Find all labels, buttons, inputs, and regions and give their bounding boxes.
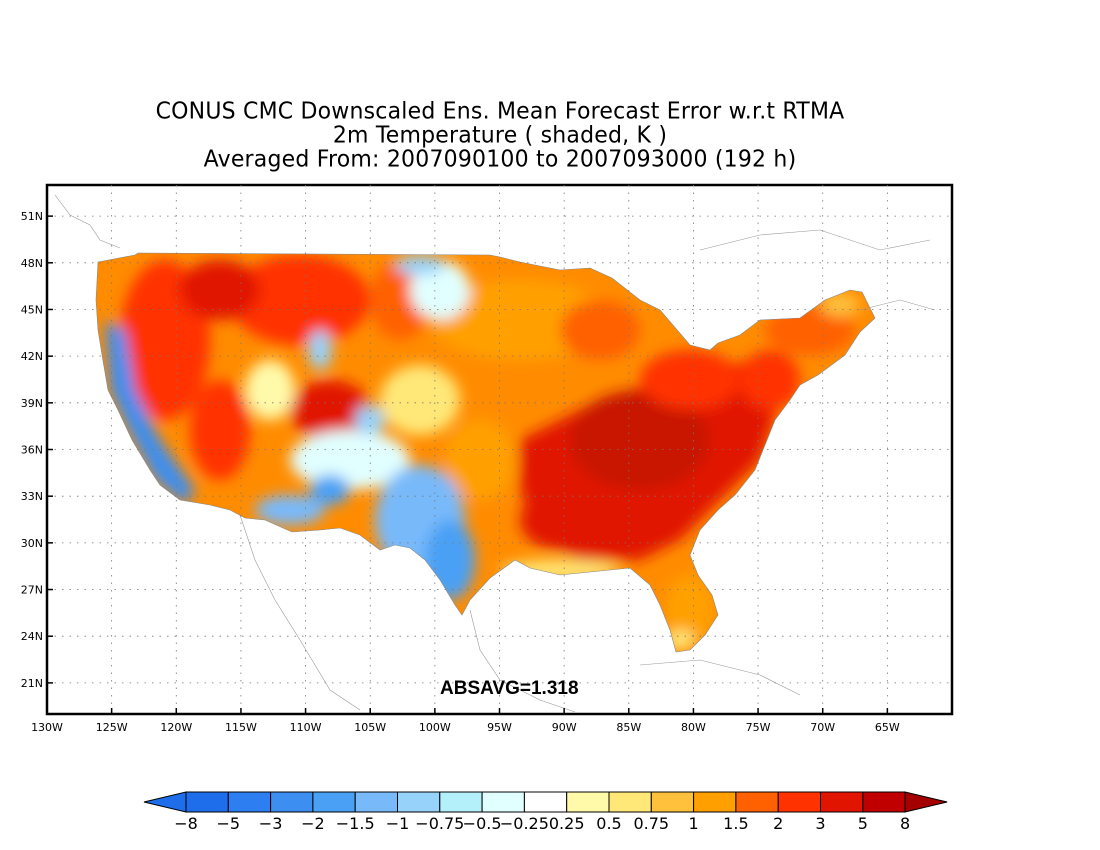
colorbar: −8 −5 −3 −2 −1.5 −1 −0.75−0.5−0.25 0.25 0.5 0.75 1… — [143, 791, 948, 833]
lat-tick-label: 27N — [21, 584, 43, 597]
lat-tick-label: 33N — [21, 490, 43, 503]
colorbar-label: 2 — [773, 814, 783, 833]
lon-tick-label: 100W — [419, 721, 451, 734]
latitude-ticks: 51N 48N 45N 42N 39N 36N 33N 30N 27N 24N 21N — [21, 210, 53, 690]
colorbar-cell — [566, 791, 610, 813]
lat-tick-label: 36N — [21, 444, 43, 457]
colorbar-cell — [820, 791, 864, 813]
lon-tick-label: 85W — [616, 721, 641, 734]
lat-tick-label: 21N — [21, 677, 43, 690]
colorbar-cell — [777, 791, 822, 813]
lon-tick-label: 130W — [31, 721, 63, 734]
colorbar-label: 1.5 — [723, 814, 748, 833]
colorbar-cell — [312, 791, 356, 813]
colorbar-label: 0.25 — [549, 814, 585, 833]
lon-tick-label: 75W — [746, 721, 771, 734]
colorbar-cell — [439, 791, 483, 813]
colorbar-max-arrow — [904, 791, 948, 813]
colorbar-label: 1 — [689, 814, 699, 833]
colorbar-cell — [693, 791, 737, 813]
colorbar-label: −8 — [174, 814, 198, 833]
title-line-3: Averaged From: 2007090100 to 2007093000 … — [203, 146, 797, 173]
colorbar-label: −2 — [301, 814, 325, 833]
title-line-2: 2m Temperature ( shaded, K ) — [332, 122, 668, 149]
colorbar-cell — [735, 791, 779, 813]
colorbar-label: −0.25 — [500, 814, 549, 833]
lon-tick-label: 115W — [225, 721, 257, 734]
lat-tick-label: 51N — [21, 210, 43, 223]
title-block: CONUS CMC Downscaled Ens. Mean Forecast … — [0, 98, 1000, 173]
colorbar-cell — [397, 791, 441, 813]
lon-tick-label: 110W — [290, 721, 322, 734]
graticule — [47, 185, 952, 714]
colorbar-min-arrow — [143, 791, 187, 813]
lon-tick-label: 70W — [810, 721, 835, 734]
lon-tick-label: 105W — [354, 721, 386, 734]
colorbar-cell — [270, 791, 314, 813]
lon-tick-label: 80W — [681, 721, 706, 734]
lat-tick-label: 24N — [21, 630, 43, 643]
colorbar-cell — [481, 791, 525, 813]
colorbar-label: −0.75 — [415, 814, 464, 833]
lon-tick-label: 120W — [160, 721, 192, 734]
lat-tick-label: 30N — [21, 537, 43, 550]
colorbar-label: −0.5 — [463, 814, 502, 833]
colorbar-cell — [862, 791, 906, 813]
colorbar-cell — [227, 791, 272, 813]
colorbar-cell — [354, 791, 399, 813]
lat-tick-label: 45N — [21, 303, 43, 316]
title-line-1: CONUS CMC Downscaled Ens. Mean Forecast … — [155, 98, 845, 125]
colorbar-cell — [185, 791, 229, 813]
colorbar-label: 0.5 — [596, 814, 621, 833]
colorbar-label: 3 — [815, 814, 825, 833]
colorbar-cell — [650, 791, 695, 813]
lon-tick-label: 95W — [487, 721, 512, 734]
absavg-label: ABSAVG=1.318 — [440, 678, 579, 699]
colorbar-label: −1.5 — [336, 814, 375, 833]
lon-tick-label: 125W — [96, 721, 128, 734]
coastlines — [54, 194, 936, 713]
colorbar-label: −3 — [259, 814, 283, 833]
colorbar-label: −1 — [386, 814, 410, 833]
colorbar-label: 8 — [900, 814, 910, 833]
lon-tick-label: 65W — [875, 721, 900, 734]
colorbar-cell — [608, 791, 652, 813]
colorbar-label: 0.75 — [633, 814, 669, 833]
colorbar-label: 5 — [858, 814, 868, 833]
colorbar-label: −5 — [217, 814, 241, 833]
lat-tick-label: 42N — [21, 350, 43, 363]
colorbar-cell — [523, 791, 568, 813]
lat-tick-label: 39N — [21, 397, 43, 410]
lon-tick-label: 90W — [552, 721, 577, 734]
lat-tick-label: 48N — [21, 257, 43, 270]
longitude-ticks: 130W 125W 120W 115W 110W 105W 100W 95W 90W 85W 80W… — [31, 708, 900, 734]
